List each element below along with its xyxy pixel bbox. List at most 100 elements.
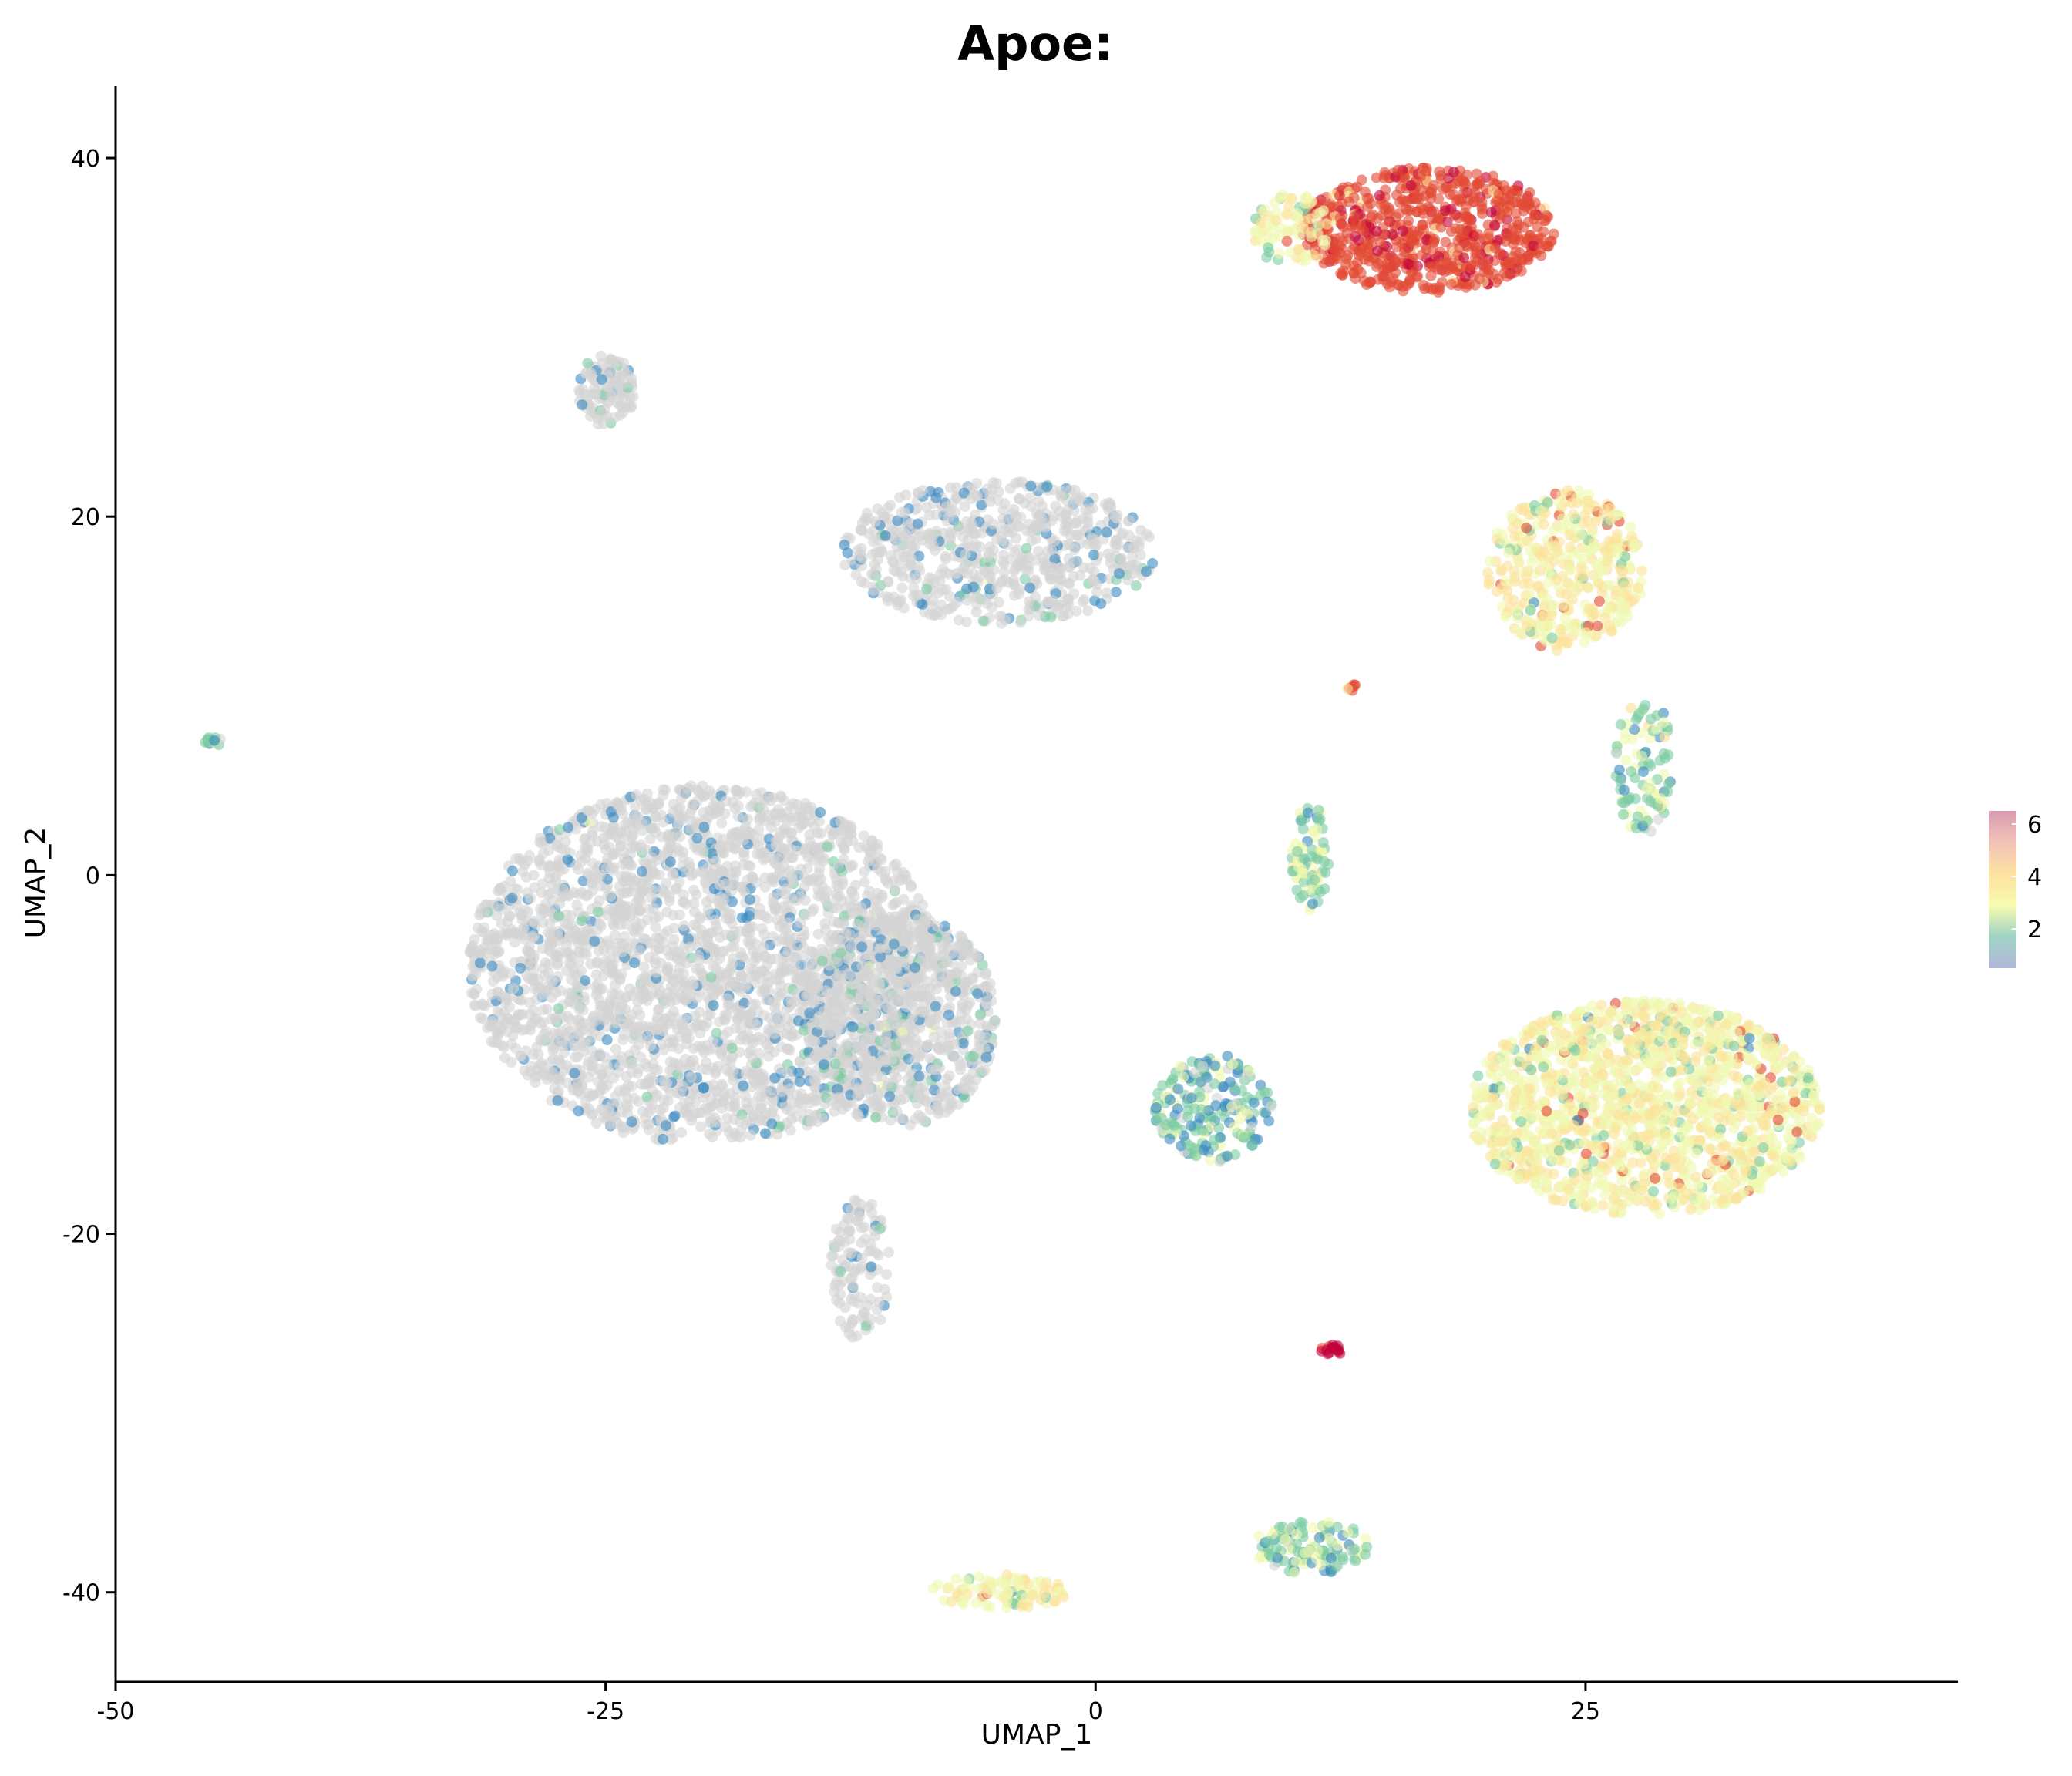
data-point [1768,1095,1778,1106]
data-point [1778,1044,1789,1055]
data-point [991,582,1003,594]
data-point [1626,702,1636,714]
data-point [1371,226,1382,237]
data-point [1009,563,1021,574]
data-point [1411,193,1422,204]
data-point [1603,1024,1615,1036]
data-point [1510,1085,1522,1097]
data-point [1483,1126,1495,1138]
data-point [1705,1028,1717,1040]
data-point [1714,1181,1726,1192]
data-point [1568,625,1579,637]
data-point [1744,1033,1755,1044]
data-point [1342,1527,1354,1539]
data-point [1027,1589,1038,1600]
data-point [588,383,600,395]
data-point [899,526,910,538]
data-point [1535,1164,1546,1176]
data-point [1653,998,1664,1010]
data-point [596,407,607,419]
data-point [1647,1199,1659,1211]
data-point [1605,514,1616,526]
data-point [1677,1065,1688,1076]
data-point [606,354,617,365]
data-point [1471,1091,1482,1102]
data-point [1014,553,1026,565]
data-point [960,1575,972,1586]
data-point [1608,1193,1620,1205]
data-point [1622,1125,1633,1136]
data-point [1706,1144,1717,1155]
data-point [968,541,980,553]
data-point [1512,612,1523,624]
data-point [1112,510,1123,521]
data-point [1512,555,1524,567]
data-point [969,528,980,540]
data-point [930,509,942,520]
data-point [1690,1171,1702,1182]
data-point [1648,1186,1659,1197]
data-point [1055,486,1067,497]
data-point [1521,523,1532,533]
data-point [1531,1049,1542,1061]
data-point [1597,1140,1609,1152]
data-point [1536,1035,1548,1046]
data-point [1497,1084,1509,1095]
data-point [1667,1115,1679,1127]
data-point [1722,1061,1734,1072]
data-point [582,358,594,369]
data-point [1250,225,1262,237]
data-point [1538,519,1549,530]
data-point [1534,548,1546,560]
data-point [1472,1070,1484,1081]
data-point [933,1579,944,1590]
data-point [1340,259,1351,271]
data-point [1297,823,1309,835]
data-point [1612,614,1623,626]
data-point [1379,166,1391,178]
data-point [1086,532,1098,543]
data-point [1541,1105,1552,1117]
data-point [1529,1135,1540,1146]
data-point [1336,243,1347,254]
data-point [1459,271,1471,283]
data-point [1297,890,1309,901]
data-point [1533,580,1545,592]
data-point [1196,1104,1207,1115]
data-point [1509,184,1521,196]
data-point [1527,1025,1539,1037]
data-point [1680,1142,1692,1154]
data-point [1699,1004,1710,1015]
data-point [1582,495,1593,506]
data-point [1359,236,1371,247]
data-point [1487,1051,1498,1062]
data-point [937,563,949,575]
data-point [1030,1577,1041,1589]
data-point [1488,1061,1500,1073]
data-point [1727,1051,1738,1062]
data-point [1542,496,1553,508]
data-point [1324,1532,1334,1544]
data-point [1770,1143,1781,1155]
data-point [945,503,957,515]
data-point [1745,1112,1757,1124]
data-point [950,1573,962,1585]
data-point [1662,786,1673,798]
data-point [1714,1037,1725,1048]
data-point [1728,1122,1739,1134]
data-point [913,561,924,573]
data-point [1661,1088,1673,1100]
data-point [1473,1135,1485,1146]
data-point [1040,517,1051,529]
data-point [1196,1125,1208,1136]
data-point [1435,170,1447,181]
data-point [1569,1044,1581,1056]
data-point [1454,242,1465,254]
data-point [1489,1159,1501,1169]
data-point [1513,627,1525,638]
data-point [1663,997,1674,1009]
data-point [1448,210,1460,222]
data-point [1349,211,1360,223]
data-point [880,530,891,541]
data-point [1598,1118,1610,1129]
